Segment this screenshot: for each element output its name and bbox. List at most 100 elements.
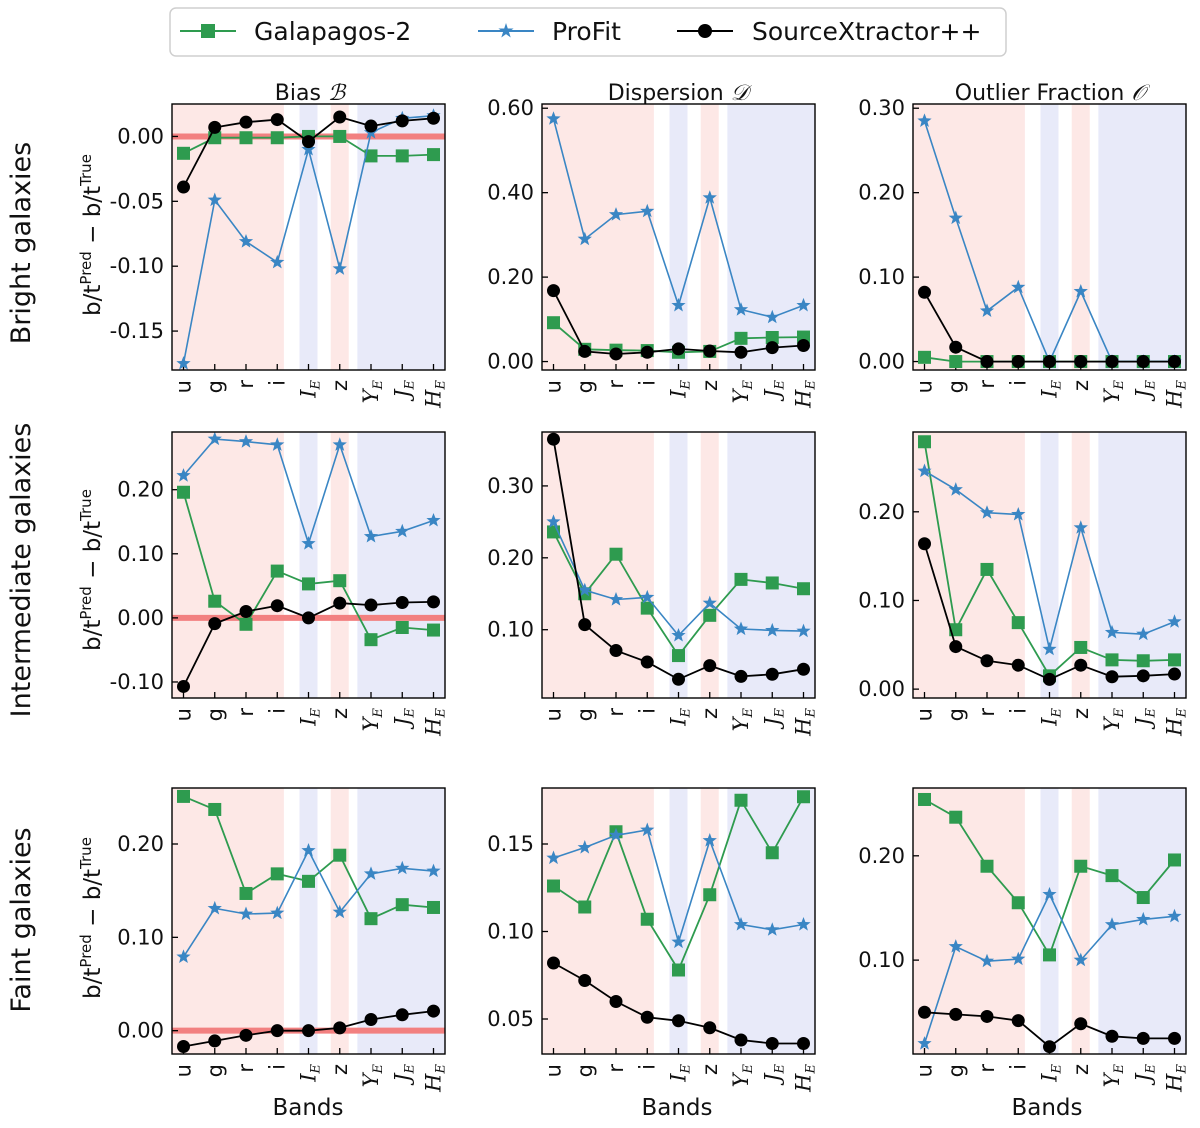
x-tick-label: HE: [792, 708, 819, 737]
point-sourcextractor: [1105, 670, 1119, 684]
euclid-band-shading-ie: [669, 104, 688, 370]
optical-band-shading-ugri: [172, 432, 284, 698]
point-galapagos: [177, 146, 190, 160]
y-tick-label: 0.10: [117, 925, 164, 949]
point-sourcextractor: [364, 119, 378, 133]
row-label-bright: Bright galaxies: [6, 142, 37, 344]
point-profit: [1073, 284, 1088, 298]
band-subscript: E: [309, 1064, 324, 1075]
band-name: I: [667, 389, 691, 399]
band-name: J: [1131, 1072, 1155, 1086]
y-tick-label: 0.05: [487, 1007, 534, 1031]
point-profit: [1011, 951, 1026, 966]
column-title-outlier-symbol: 𝒪: [1131, 81, 1150, 106]
band-subscript: E: [1112, 708, 1127, 719]
point-galapagos: [239, 617, 253, 631]
point-galapagos: [333, 129, 347, 143]
point-sourcextractor: [949, 340, 963, 354]
x-tick-label: z: [1069, 1064, 1093, 1075]
point-sourcextractor: [1011, 355, 1025, 369]
x-tick-label: i: [635, 380, 659, 386]
optical-band-shading-ugri: [172, 788, 284, 1054]
point-galapagos: [734, 793, 748, 807]
band-subscript: E: [434, 1064, 449, 1075]
y-tick-label: 0.00: [858, 350, 905, 374]
band-name: u: [172, 708, 196, 721]
point-profit: [608, 827, 624, 842]
series-profit: [917, 463, 1182, 656]
band-subscript: E: [1112, 1064, 1127, 1075]
x-tick-label: i: [635, 708, 659, 714]
point-galapagos: [364, 912, 378, 926]
point-sourcextractor: [1011, 658, 1025, 672]
band-subscript: E: [371, 708, 386, 719]
point-sourcextractor: [797, 1037, 810, 1050]
legend-entry-galapagos: Galapagos-2: [180, 17, 411, 46]
point-profit: [1104, 917, 1120, 931]
point-galapagos: [302, 577, 315, 591]
band-name: I: [667, 1073, 691, 1083]
point-profit: [702, 833, 717, 847]
y-tick-label: 0.10: [858, 588, 905, 612]
point-galapagos: [177, 485, 190, 499]
x-tick-label: IE: [667, 1064, 694, 1083]
euclid-band-shading-ie: [1040, 432, 1059, 698]
point-profit: [207, 900, 222, 915]
band-name: Y: [729, 715, 753, 731]
x-tick-label: YE: [359, 380, 386, 404]
point-sourcextractor: [703, 1021, 717, 1035]
optical-band-shading-ugri: [913, 104, 1025, 370]
x-tick-label: u: [172, 380, 196, 393]
band-subscript: E: [1050, 708, 1065, 719]
point-galapagos: [640, 912, 654, 926]
x-tick-label: HE: [422, 1064, 449, 1093]
point-sourcextractor: [427, 595, 440, 609]
point-sourcextractor: [239, 604, 253, 618]
point-profit: [979, 953, 995, 968]
point-sourcextractor: [208, 120, 222, 134]
ylabel-bright: b/tPred − b/tTrue: [77, 154, 106, 316]
column-title-dispersion-text: Dispersion: [608, 81, 724, 106]
point-galapagos: [703, 608, 717, 622]
band-subscript: E: [1050, 380, 1065, 391]
y-tick-label: 0.20: [117, 832, 164, 856]
euclid-band-shading-nisp: [357, 432, 445, 698]
y-tick-label: 0.20: [487, 265, 534, 289]
point-sourcextractor: [672, 672, 685, 686]
row-label-intermediate: Intermediate galaxies: [6, 423, 37, 718]
point-sourcextractor: [1043, 355, 1056, 369]
point-sourcextractor: [609, 347, 623, 361]
band-name: u: [913, 708, 937, 721]
x-tick-label: JE: [760, 708, 787, 730]
point-sourcextractor: [547, 956, 560, 970]
point-sourcextractor: [765, 667, 779, 681]
point-profit: [1042, 641, 1057, 656]
x-tick-label: JE: [390, 708, 417, 730]
point-profit: [948, 482, 963, 496]
point-sourcextractor: [918, 1005, 931, 1019]
band-subscript: E: [804, 380, 819, 391]
euclid-band-shading-ie: [669, 788, 688, 1054]
point-sourcextractor: [949, 1007, 963, 1021]
point-sourcextractor: [1074, 355, 1088, 369]
x-tick-label: YE: [359, 708, 386, 732]
point-galapagos: [239, 886, 253, 900]
band-subscript: E: [1143, 708, 1158, 719]
band-name: u: [913, 380, 937, 393]
point-profit: [796, 917, 811, 931]
band-subscript: E: [741, 1064, 756, 1075]
point-galapagos: [333, 574, 347, 588]
point-profit: [608, 207, 624, 221]
x-tick-label: g: [573, 708, 597, 721]
x-tick-label: HE: [792, 1064, 819, 1093]
band-name: r: [604, 1064, 628, 1073]
axes-frame: [541, 431, 816, 699]
point-sourcextractor: [980, 654, 994, 668]
x-tick-label: IE: [297, 380, 324, 399]
optical-band-shading-z: [330, 788, 349, 1054]
band-subscript: E: [1175, 380, 1190, 391]
point-profit: [765, 309, 780, 324]
